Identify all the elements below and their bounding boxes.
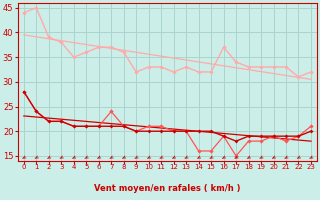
X-axis label: Vent moyen/en rafales ( km/h ): Vent moyen/en rafales ( km/h ) (94, 184, 241, 193)
